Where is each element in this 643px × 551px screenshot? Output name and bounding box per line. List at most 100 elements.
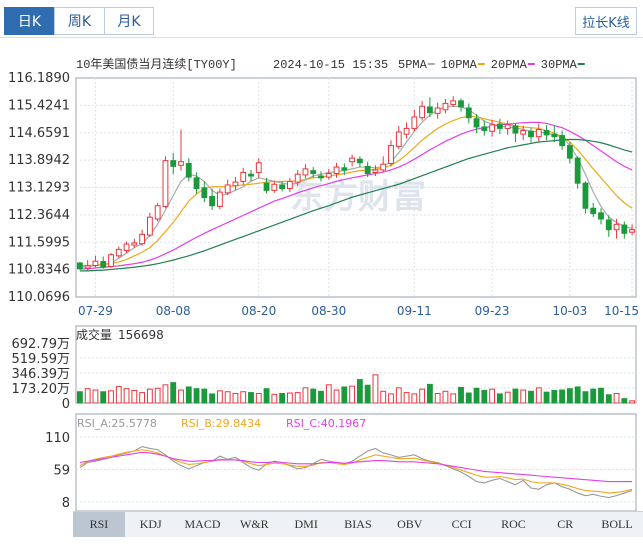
volume-bar bbox=[356, 379, 363, 404]
price-tick-label: 112.3644 bbox=[8, 208, 70, 223]
candle-body bbox=[372, 169, 379, 173]
indicator-tab-cci[interactable]: CCI bbox=[451, 517, 472, 531]
candle-body bbox=[356, 158, 363, 164]
stretch-candles-button[interactable]: 拉长K线 bbox=[575, 7, 637, 35]
indicator-tab-obv[interactable]: OBV bbox=[397, 517, 423, 531]
volume-tick-label: 173.20万 bbox=[12, 382, 71, 397]
date-tick-label: 10-03 bbox=[552, 304, 587, 318]
volume-bar bbox=[372, 374, 379, 404]
ma20-line bbox=[79, 121, 633, 270]
candle-body bbox=[426, 106, 433, 114]
volume-bars bbox=[76, 374, 636, 404]
volume-bar bbox=[108, 390, 114, 404]
date-tick-label: 09-11 bbox=[397, 304, 432, 318]
volume-bar bbox=[582, 391, 589, 404]
rsi-tick-label: 8 bbox=[62, 496, 70, 511]
volume-bar bbox=[543, 391, 550, 404]
indicator-tab-rsi[interactable]: RSI bbox=[73, 512, 125, 537]
volume-tick-label: 346.39万 bbox=[12, 367, 71, 382]
candle-body bbox=[100, 261, 107, 268]
volume-bar bbox=[403, 392, 410, 404]
candle-body bbox=[216, 191, 223, 207]
volume-value: 156698 bbox=[118, 328, 164, 342]
indicator-tab-boll[interactable]: BOLL bbox=[601, 517, 633, 531]
volume-bar bbox=[395, 387, 402, 404]
volume-bar bbox=[279, 392, 286, 404]
tab-daily[interactable]: 日K bbox=[4, 7, 54, 35]
volume-bar bbox=[341, 386, 348, 404]
indicator-tab-macd[interactable]: MACD bbox=[184, 517, 221, 531]
candle-body bbox=[170, 160, 177, 167]
candle-body bbox=[185, 162, 192, 178]
volume-bar bbox=[146, 388, 153, 404]
candle-body bbox=[535, 128, 542, 138]
chart-title: 10年美国债当月连续[TY00Y] bbox=[76, 56, 237, 72]
volume-bar bbox=[294, 392, 301, 404]
volume-bar bbox=[131, 389, 138, 404]
candle-body bbox=[178, 161, 184, 166]
volume-bar bbox=[512, 388, 519, 404]
volume-bar bbox=[216, 390, 223, 404]
candle-body bbox=[240, 171, 247, 182]
candle-body bbox=[489, 124, 496, 132]
tab-weekly[interactable]: 周K bbox=[54, 7, 104, 35]
volume-bar bbox=[100, 391, 107, 404]
legend-label: 30PMA bbox=[541, 58, 578, 72]
volume-bar bbox=[170, 382, 177, 404]
volume-bar bbox=[629, 400, 636, 404]
volume-bar bbox=[450, 393, 457, 404]
rsi-a-label: RSI_A:25.5778 bbox=[77, 417, 157, 430]
indicator-tabs: RSI KDJ MACD W&R DMI BIAS OBV CCI ROC CR BOLL bbox=[73, 511, 643, 537]
price-grid bbox=[75, 77, 637, 298]
volume-bar bbox=[458, 386, 464, 404]
volume-bar bbox=[271, 393, 278, 404]
volume-bar bbox=[263, 388, 270, 404]
volume-bar bbox=[224, 391, 231, 404]
volume-bar bbox=[318, 390, 324, 404]
candle-body bbox=[92, 260, 99, 266]
candle-body bbox=[201, 187, 208, 198]
volume-bar bbox=[92, 389, 99, 404]
legend-label: 10PMA bbox=[441, 58, 478, 72]
candle-body bbox=[528, 130, 534, 138]
volume-bar bbox=[442, 390, 449, 404]
candlesticks bbox=[76, 96, 636, 271]
candle-body bbox=[325, 173, 332, 178]
candle-body bbox=[598, 212, 604, 220]
volume-bar bbox=[154, 387, 161, 404]
indicator-tab-kdj[interactable]: KDJ bbox=[139, 517, 162, 531]
volume-bar bbox=[364, 384, 371, 404]
price-tick-label: 115.4241 bbox=[8, 98, 70, 113]
candle-body bbox=[349, 157, 356, 163]
candle-body bbox=[590, 207, 597, 215]
volume-bar bbox=[139, 392, 146, 404]
volume-tick-label: 692.79万 bbox=[12, 337, 71, 352]
volume-bar bbox=[481, 389, 488, 404]
volume-bar bbox=[193, 388, 200, 404]
volume-bar bbox=[590, 388, 597, 404]
candle-body bbox=[108, 254, 114, 268]
tab-monthly[interactable]: 月K bbox=[104, 7, 154, 35]
price-tick-label: 110.8346 bbox=[8, 263, 70, 278]
candle-body bbox=[294, 173, 301, 183]
indicator-tab-roc[interactable]: ROC bbox=[501, 517, 526, 531]
rsi-frame bbox=[75, 413, 637, 511]
date-axis: 07-29 08-08 08-20 08-30 09-11 09-23 10-03 10-15 bbox=[78, 304, 639, 318]
legend-label: 5PMA bbox=[398, 58, 428, 72]
date-tick-label: 10-15 bbox=[604, 304, 639, 318]
candle-body bbox=[551, 133, 558, 138]
candle-body bbox=[123, 243, 130, 251]
candle-body bbox=[162, 160, 169, 207]
volume-bar bbox=[302, 387, 309, 404]
rsi_a-line bbox=[79, 445, 633, 499]
indicator-tab-wr[interactable]: W&R bbox=[240, 517, 269, 531]
indicator-tab-cr[interactable]: CR bbox=[557, 517, 574, 531]
volume-bar bbox=[380, 390, 387, 404]
volume-bar bbox=[419, 388, 426, 404]
volume-bar bbox=[286, 392, 293, 404]
candle-body bbox=[566, 145, 573, 159]
ma30-line bbox=[79, 138, 633, 272]
indicator-tab-dmi[interactable]: DMI bbox=[294, 517, 318, 531]
candle-body bbox=[310, 170, 317, 175]
indicator-tab-bias[interactable]: BIAS bbox=[344, 517, 372, 531]
